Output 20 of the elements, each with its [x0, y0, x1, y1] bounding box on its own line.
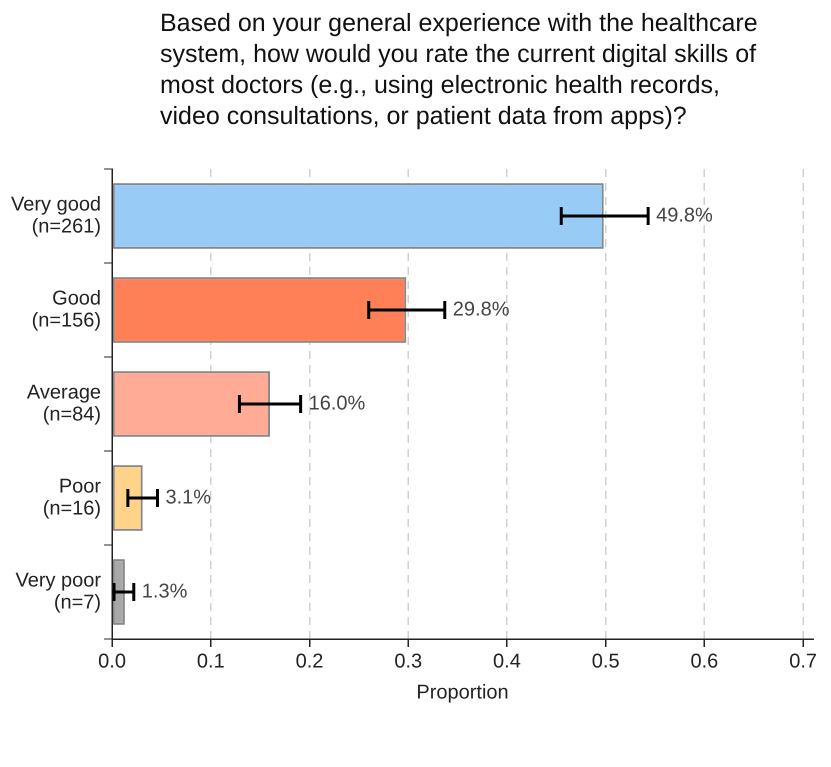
x-tick-label: 0.2	[296, 650, 324, 673]
x-tick-label: 0.5	[592, 650, 620, 673]
chart-title: Based on your general experience with the healthcare system, how would you rate the current digital skills of most doctors (e.g., using electronic health records, video consultations, or patient data from apps)?	[160, 8, 759, 132]
x-tick-label: 0.3	[394, 650, 422, 673]
data-label: 29.8%	[452, 298, 510, 321]
x-tick-label: 0.4	[493, 650, 521, 673]
data-label: 3.1%	[165, 486, 212, 509]
data-label: 49.8%	[656, 204, 714, 227]
y-tick-label: Good (n=156)	[32, 288, 102, 332]
data-label: 16.0%	[308, 392, 366, 415]
x-tick-label: 0.1	[196, 650, 225, 673]
x-tick-label: 0.7	[789, 650, 818, 673]
y-tick-label: Average (n=84)	[26, 382, 102, 426]
y-tick-label: Poor (n=16)	[42, 476, 102, 520]
x-axis-title: Proportion	[416, 682, 509, 704]
x-tick-label: 0.0	[98, 650, 126, 673]
y-tick-label: Very good (n=261)	[10, 194, 102, 238]
x-tick-label: 0.6	[690, 650, 718, 673]
data-label: 1.3%	[142, 580, 188, 603]
y-tick-label: Very poor (n=7)	[15, 570, 102, 614]
